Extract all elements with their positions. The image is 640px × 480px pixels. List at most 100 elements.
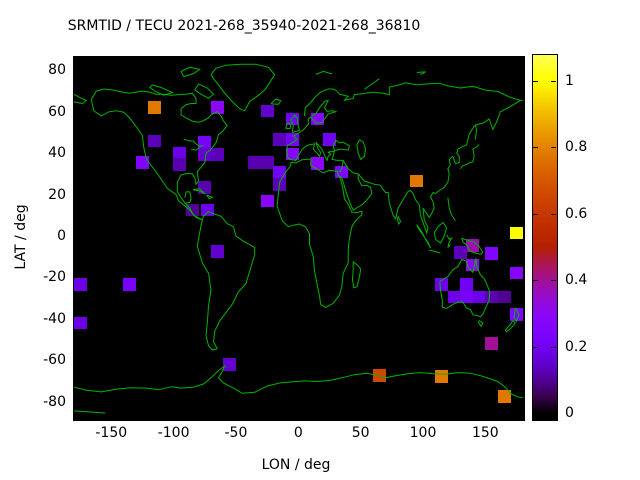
heatmap-cell xyxy=(410,174,424,188)
coastline-path xyxy=(351,261,362,289)
colorbar-tick-mark xyxy=(551,213,556,215)
coastline-path xyxy=(74,93,88,105)
coastline-path xyxy=(474,124,478,140)
coastline-path xyxy=(513,307,520,323)
coastline-path xyxy=(149,84,174,96)
heatmap-cell xyxy=(497,390,511,403)
y-tick-label: 20 xyxy=(48,186,66,203)
colorbar-tick-label: 0.6 xyxy=(565,205,588,222)
heatmap-cell xyxy=(260,104,274,117)
heatmap-cell xyxy=(460,290,474,304)
heatmap-cell xyxy=(310,157,324,170)
heatmap-cell xyxy=(485,337,499,350)
heatmap-cell xyxy=(435,370,449,383)
chart-title: SRMTID / TECU 2021-268_35940-2021-268_36… xyxy=(67,18,421,34)
colorbar-tick-mark xyxy=(551,346,556,348)
x-tick-label: 150 xyxy=(471,425,499,441)
coastline-path xyxy=(210,63,276,112)
heatmap-cell xyxy=(310,112,324,126)
coastline-path xyxy=(196,211,256,351)
coastline-path xyxy=(416,224,431,249)
colorbar-tick-mark xyxy=(533,413,538,415)
heatmap-cell xyxy=(273,165,287,179)
coastline-path xyxy=(447,197,456,221)
heatmap-cell xyxy=(447,290,461,304)
colorbar-tick-label: 0.2 xyxy=(565,338,588,355)
heatmap-cell xyxy=(285,147,299,161)
y-tick-label: 40 xyxy=(48,145,66,162)
coastline-path xyxy=(416,71,426,75)
colorbar-tick-mark xyxy=(551,147,556,149)
colorbar-tick-mark xyxy=(551,80,556,82)
coastline-path xyxy=(460,143,480,170)
coastline-path xyxy=(194,83,215,99)
heatmap-cell xyxy=(466,239,480,252)
coastline-path xyxy=(433,221,448,244)
coastline-path xyxy=(356,139,367,161)
coastline-path xyxy=(357,99,521,235)
heatmap-cell xyxy=(260,156,274,169)
heatmap-cell xyxy=(497,290,511,304)
x-tick-label: 100 xyxy=(409,425,437,441)
coastline-path xyxy=(429,249,441,254)
coastline-path xyxy=(396,216,402,226)
coastline-path xyxy=(461,237,484,255)
colorbar-tick-mark xyxy=(533,213,538,215)
colorbar-tick-mark xyxy=(533,346,538,348)
y-tick-label: -60 xyxy=(43,352,66,369)
coastline-path xyxy=(446,234,453,248)
coastline-path xyxy=(90,88,228,221)
y-tick-label: -80 xyxy=(43,393,66,410)
y-tick-label: -40 xyxy=(43,310,66,327)
heatmap-cell xyxy=(148,101,162,114)
coastline-path xyxy=(286,141,344,173)
heatmap-cell xyxy=(135,156,149,169)
heatmap-cell xyxy=(485,247,499,260)
colorbar-tick-mark xyxy=(551,413,556,415)
map-plot-area xyxy=(73,56,525,421)
heatmap-cell xyxy=(453,246,467,259)
x-tick-label: 0 xyxy=(293,425,303,441)
coastline-path xyxy=(286,99,338,147)
heatmap-cell xyxy=(73,278,87,291)
colorbar xyxy=(532,54,558,421)
heatmap-cell xyxy=(210,148,224,161)
coastline-path xyxy=(270,98,282,105)
heatmap-cell xyxy=(510,226,524,240)
heatmap-cell xyxy=(485,290,499,304)
x-axis-label: LON / deg xyxy=(261,457,331,473)
heatmap-cell xyxy=(173,158,187,171)
colorbar-tick-label: 0.8 xyxy=(565,139,588,156)
heatmap-cell xyxy=(210,245,224,258)
heatmap-cell xyxy=(322,133,336,146)
coastline-path xyxy=(192,188,206,195)
heatmap-cell xyxy=(123,278,137,291)
coastline-path xyxy=(290,114,301,133)
coastlines-layer xyxy=(74,63,523,414)
coastline-path xyxy=(315,70,333,75)
y-tick-label: -20 xyxy=(43,269,66,286)
x-tick-label: -150 xyxy=(95,425,128,441)
heatmap-cell xyxy=(223,358,237,371)
heatmap-cell xyxy=(148,134,162,148)
colorbar-tick-label: 0 xyxy=(565,405,574,422)
heatmap-cell xyxy=(260,194,274,208)
coastline-path xyxy=(504,320,516,333)
heatmap-cell xyxy=(510,308,524,321)
x-tick-label: -50 xyxy=(224,425,248,441)
y-tick-label: 60 xyxy=(48,103,66,120)
coastline-path xyxy=(183,138,204,147)
coastline-path xyxy=(276,158,363,308)
y-tick-label: 0 xyxy=(57,228,66,244)
coastline-path xyxy=(285,122,292,130)
heatmap-cell xyxy=(210,101,224,114)
x-tick-label: -100 xyxy=(157,425,190,441)
heatmap-cell xyxy=(200,203,214,217)
heatmap-cell xyxy=(510,266,524,280)
colorbar-tick-mark xyxy=(551,280,556,282)
y-tick-label: 80 xyxy=(48,62,66,79)
coastline-path xyxy=(477,320,484,328)
colorbar-tick-mark xyxy=(533,280,538,282)
coastline-path xyxy=(180,66,202,78)
